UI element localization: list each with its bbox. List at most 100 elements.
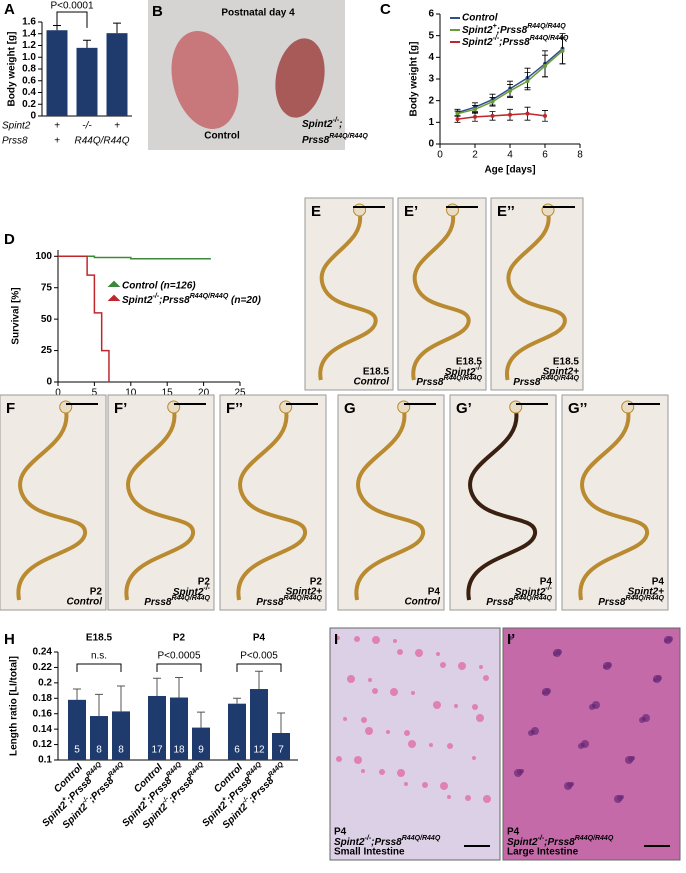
cell <box>354 756 362 764</box>
photo-caption: Spint2-/- <box>173 585 211 597</box>
cell <box>639 717 645 723</box>
n-label: 8 <box>118 745 124 756</box>
photo-label: Prss8R44Q/R44Q <box>302 133 368 145</box>
text-part: Spint2 <box>445 367 476 378</box>
error-bar <box>233 697 241 704</box>
photo-background <box>219 394 327 611</box>
text-part: Prss8 <box>144 597 172 608</box>
superscript: -/- <box>538 835 545 842</box>
superscript: R44Q/R44Q <box>540 375 579 382</box>
superscript: -/- <box>153 293 160 300</box>
series-line <box>58 255 110 382</box>
superscript: -/- <box>475 365 482 372</box>
superscript: R44Q/R44Q <box>625 595 664 602</box>
photo-caption: E18.5 <box>363 367 390 378</box>
y-tick-label: 0 <box>46 377 52 388</box>
y-tick-label: 3 <box>428 74 434 85</box>
y-tick-label: 0.24 <box>33 647 53 658</box>
point <box>543 64 547 68</box>
y-tick-label: 0.4 <box>22 87 36 98</box>
n-label: 17 <box>151 745 163 756</box>
superscript: R44Q/R44Q <box>329 133 368 140</box>
text-part: Prss8 <box>256 597 284 608</box>
text-part: Spint2 <box>462 25 493 36</box>
panel-letter: E <box>311 203 321 220</box>
n-label: 18 <box>173 745 185 756</box>
error-bar <box>277 712 285 733</box>
text-part: Spint2 <box>302 119 333 130</box>
y-tick-label: 4 <box>428 52 434 63</box>
n-label: 5 <box>74 745 80 756</box>
x-tick-label: 0 <box>55 388 61 399</box>
y-axis-label: Survival [%] <box>11 287 22 344</box>
bar <box>90 716 108 760</box>
group-title: E18.5 <box>86 633 113 644</box>
superscript: R44Q/R44Q <box>171 595 210 602</box>
point <box>525 79 530 84</box>
photo-background <box>337 394 445 611</box>
cell <box>479 665 483 669</box>
y-tick-label: 0.1 <box>38 755 52 766</box>
micrograph-caption: Spint2-/-;Prss8R44Q/R44Q <box>334 835 441 847</box>
bar <box>250 689 268 760</box>
panel-letter: E’’ <box>497 203 515 220</box>
photo-caption: P2 <box>310 577 323 588</box>
cell <box>386 730 390 734</box>
x-tick-label: 6 <box>542 150 548 161</box>
superscript: + <box>141 796 149 804</box>
text-part: Spint2 <box>462 37 493 48</box>
point <box>560 48 565 53</box>
y-tick-label: 2 <box>428 95 434 106</box>
annotation: P<0.0005 <box>157 651 201 662</box>
photo-label: Spint2-/-; <box>302 117 343 129</box>
series-line <box>457 112 546 120</box>
text-part: Prss8 <box>513 377 541 388</box>
photo-caption: Spint2-/- <box>445 365 483 377</box>
panel-letter: H <box>4 631 15 648</box>
cell <box>361 717 367 723</box>
bar <box>106 33 128 116</box>
legend-marker <box>107 294 121 301</box>
photo-caption: Control <box>353 377 389 388</box>
cell <box>465 795 471 801</box>
n-label: 8 <box>96 745 102 756</box>
superscript: -/- <box>203 585 210 592</box>
x-tick-label: 25 <box>234 388 246 399</box>
panel-letter: I <box>334 631 338 648</box>
cell <box>528 730 534 736</box>
text-part: ;Prss8 <box>544 837 575 848</box>
intestine <box>124 408 195 601</box>
genotype-label: + <box>54 136 60 147</box>
photo-caption: Prss8R44Q/R44Q <box>513 375 579 387</box>
cell <box>653 678 657 682</box>
photo-label: Control <box>204 131 240 142</box>
cell <box>447 795 451 799</box>
point <box>508 88 512 93</box>
stomach <box>446 203 460 217</box>
photo-title: Postnatal day 4 <box>221 8 295 19</box>
superscript: + <box>221 796 229 804</box>
panel-letter: G <box>344 400 356 417</box>
annotation: n.s. <box>91 651 107 662</box>
text-part: Spint2 <box>173 587 204 598</box>
y-tick-label: 6 <box>428 9 434 20</box>
y-tick-label: 1 <box>428 117 434 128</box>
y-tick-label: 0.18 <box>33 693 53 704</box>
cell <box>564 782 572 790</box>
superscript: -/- <box>365 835 372 842</box>
error-bar <box>117 685 125 712</box>
genotype-name: Spint2 <box>2 121 31 132</box>
x-tick-label: 0 <box>437 150 443 161</box>
photo-caption: Control <box>404 597 440 608</box>
photo-background <box>490 197 584 391</box>
error-bar <box>175 676 183 698</box>
text-part: Spint2 <box>515 587 546 598</box>
y-tick-label: 1.4 <box>22 28 36 39</box>
stomach <box>397 400 411 414</box>
micrograph-caption: P4 <box>334 827 347 838</box>
panel-letter: G’’ <box>568 400 587 417</box>
cell <box>625 756 633 764</box>
n-label: 9 <box>198 745 204 756</box>
cell <box>368 678 372 682</box>
cell <box>422 782 428 788</box>
